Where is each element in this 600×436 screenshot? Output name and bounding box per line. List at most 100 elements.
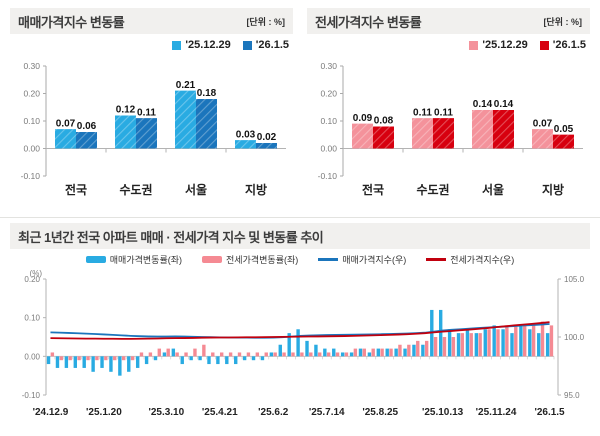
bar-1-series-1: 0.11 <box>136 107 157 149</box>
trend-legend: 매매가격변동률(좌) 전세가격변동률(좌) 매매가격지수(우) 전세가격지수(우… <box>10 249 590 269</box>
x-tick-label: '25.8.25 <box>362 407 398 418</box>
svg-text:0.09: 0.09 <box>353 113 373 124</box>
svg-text:-0.10: -0.10 <box>22 391 41 400</box>
left-axis-unit: (%) <box>30 269 43 278</box>
jeonse-legend: '25.12.29 '26.1.5 <box>307 34 590 56</box>
category-label: 지방 <box>245 182 267 197</box>
sales-legend-item-1: '25.12.29 <box>172 39 231 51</box>
svg-text:0.10: 0.10 <box>320 116 337 126</box>
category-label: 수도권 <box>119 183 152 197</box>
trend-section: 최근 1년간 전국 아파트 매매 · 전세가격 지수 및 변동률 추이 매매가격… <box>0 217 600 436</box>
svg-text:0.21: 0.21 <box>176 80 196 91</box>
bar-3-series-1: 0.02 <box>256 132 277 149</box>
x-axis <box>46 148 286 153</box>
svg-text:0.11: 0.11 <box>434 107 453 118</box>
sales-legend: '25.12.29 '26.1.5 <box>10 34 293 56</box>
svg-text:100.0: 100.0 <box>564 333 585 342</box>
sales-legend-swatch-2 <box>242 40 252 50</box>
svg-text:0.30: 0.30 <box>23 61 40 71</box>
x-tick-label: '25.3.10 <box>148 407 184 418</box>
svg-text:0.05: 0.05 <box>554 124 574 135</box>
bar-series-1 <box>50 321 554 361</box>
jeonse-panel-title: 전세가격지수 변동률 <box>315 14 422 30</box>
bar-0-series-1: 0.08 <box>373 116 394 149</box>
sales-price-panel: 매매가격지수 변동률 [단위 : %] '25.12.29 '26.1.5 0.… <box>10 8 293 211</box>
bar-3-series-0: 0.03 <box>235 129 256 149</box>
trend-legend-item-4: 전세가격지수(우) <box>426 253 514 266</box>
svg-text:0.00: 0.00 <box>23 144 40 154</box>
top-charts-row: 매매가격지수 변동률 [단위 : %] '25.12.29 '26.1.5 0.… <box>0 0 600 211</box>
jeonse-legend-label-1: '25.12.29 <box>482 39 528 51</box>
x-tick-label: '25.1.20 <box>86 407 122 418</box>
trend-section-title: 최근 1년간 전국 아파트 매매 · 전세가격 지수 및 변동률 추이 <box>18 229 324 245</box>
svg-text:0.07: 0.07 <box>56 118 76 129</box>
svg-text:0.02: 0.02 <box>257 132 277 143</box>
svg-text:0.12: 0.12 <box>116 105 136 116</box>
svg-text:-0.10: -0.10 <box>21 171 41 181</box>
trend-legend-bar-swatch-2 <box>202 255 223 263</box>
y-axis-right: 105.0 100.0 95.0 <box>557 275 585 400</box>
sales-legend-label-2: '26.1.5 <box>255 39 289 51</box>
x-tick-label: '26.1.5 <box>534 407 565 418</box>
bar-0-series-0: 0.09 <box>352 113 373 149</box>
jeonse-legend-swatch-2 <box>539 40 549 50</box>
svg-text:0.20: 0.20 <box>320 89 337 99</box>
trend-section-header: 최근 1년간 전국 아파트 매매 · 전세가격 지수 및 변동률 추이 <box>10 223 590 249</box>
svg-text:95.0: 95.0 <box>564 391 580 400</box>
jeonse-legend-swatch-1 <box>469 40 479 50</box>
bar-2-series-1: 0.14 <box>493 99 514 149</box>
category-label: 전국 <box>65 182 87 197</box>
x-axis <box>343 148 583 153</box>
trend-legend-item-2: 전세가격변동률(좌) <box>202 253 298 266</box>
svg-text:0.00: 0.00 <box>24 352 40 361</box>
bar-series-0 <box>46 309 550 376</box>
x-tick-label: '25.4.21 <box>202 407 238 418</box>
svg-text:-0.10: -0.10 <box>318 171 338 181</box>
trend-legend-label-1: 매매가격변동률(좌) <box>109 254 183 265</box>
jeonse-legend-item-1: '25.12.29 <box>469 39 528 51</box>
svg-text:0.00: 0.00 <box>320 144 337 154</box>
bar-2-series-0: 0.21 <box>175 80 196 149</box>
bar-3-series-0: 0.07 <box>532 118 553 149</box>
category-label: 수도권 <box>416 183 449 197</box>
bar-2-series-0: 0.14 <box>472 99 493 149</box>
bar-1-series-0: 0.12 <box>115 105 136 149</box>
trend-legend-line-swatch-1 <box>318 257 339 261</box>
y-axis: 0.30 0.20 0.10 0.00 -0.10 <box>21 61 47 181</box>
x-tick-label: '25.10.13 <box>422 407 464 418</box>
x-tick-label: '25.11.24 <box>476 407 517 418</box>
svg-text:0.18: 0.18 <box>197 88 217 99</box>
jeonse-panel-header: 전세가격지수 변동률 [단위 : %] <box>307 8 590 34</box>
line-series-1 <box>50 321 550 340</box>
svg-text:0.11: 0.11 <box>413 107 432 118</box>
y-axis: 0.30 0.20 0.10 0.00 -0.10 <box>318 61 344 181</box>
jeonse-price-panel: 전세가격지수 변동률 [단위 : %] '25.12.29 '26.1.5 0.… <box>307 8 590 211</box>
bar-3-series-1: 0.05 <box>553 124 574 149</box>
bar-1-series-1: 0.11 <box>433 107 454 149</box>
x-tick-label: '25.6.2 <box>258 407 289 418</box>
svg-text:0.06: 0.06 <box>77 121 97 132</box>
trend-legend-item-1: 매매가격변동률(좌) <box>85 253 183 266</box>
trend-legend-item-3: 매매가격지수(우) <box>318 253 406 266</box>
sales-unit-label: [단위 : %] <box>246 16 285 27</box>
svg-text:0.14: 0.14 <box>473 99 493 110</box>
sales-panel-title: 매매가격지수 변동률 <box>18 14 125 30</box>
jeonse-unit-label: [단위 : %] <box>543 16 582 27</box>
bar-2-series-1: 0.18 <box>196 88 217 149</box>
sales-bar-chart: 0.30 0.20 0.10 0.00 -0.10 0.07 0.06 전국 0.12 0.11 수… <box>21 61 286 197</box>
jeonse-legend-label-2: '26.1.5 <box>552 39 586 51</box>
svg-text:0.03: 0.03 <box>236 129 256 140</box>
trend-legend-label-2: 전세가격변동률(좌) <box>226 254 299 265</box>
svg-text:105.0: 105.0 <box>564 275 585 284</box>
trend-combo-chart: 0.20 0.10 0.00 -0.10 (%) 105.0 100.0 95.0 '24.12… <box>22 269 585 418</box>
sales-legend-label-1: '25.12.29 <box>185 39 231 51</box>
svg-text:0.08: 0.08 <box>374 116 394 127</box>
category-label: 서울 <box>185 182 207 197</box>
svg-text:0.10: 0.10 <box>24 314 40 323</box>
y-axis-left: 0.20 0.10 0.00 -0.10 (%) <box>22 269 47 400</box>
svg-text:0.30: 0.30 <box>320 61 337 71</box>
svg-text:0.10: 0.10 <box>23 116 40 126</box>
trend-legend-label-4: 전세가격지수(우) <box>450 254 515 265</box>
x-tick-label: '24.12.9 <box>33 407 69 418</box>
svg-text:0.20: 0.20 <box>23 89 40 99</box>
